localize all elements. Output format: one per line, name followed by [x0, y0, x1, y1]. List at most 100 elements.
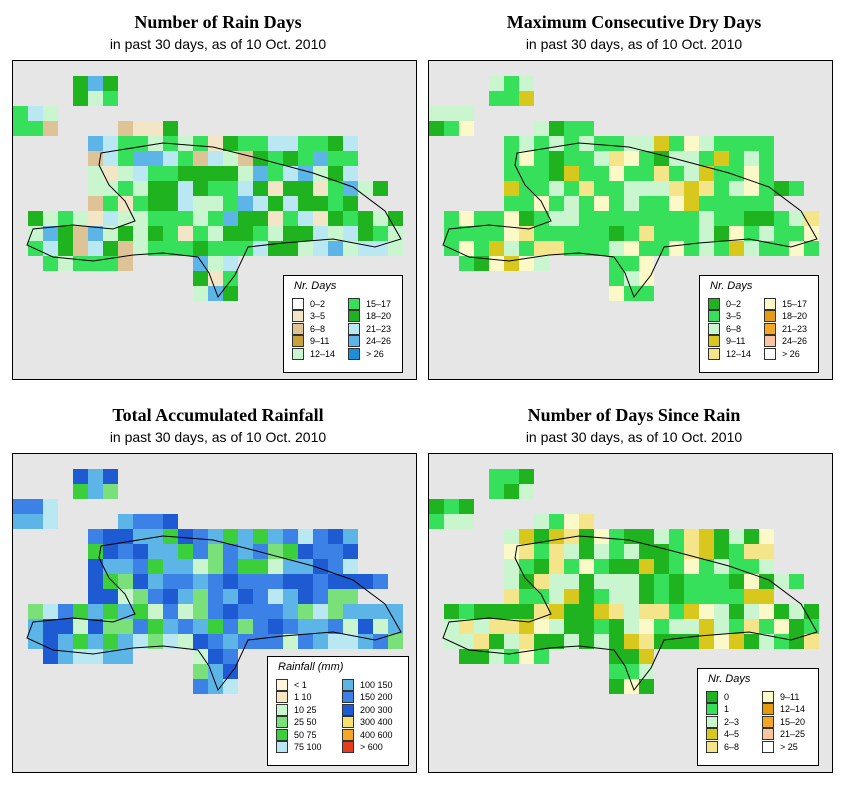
map-cell	[193, 271, 208, 286]
map-cell	[163, 211, 178, 226]
map-cell	[298, 226, 313, 241]
legend-title: Rainfall (mm)	[278, 661, 344, 673]
map-cell	[253, 196, 268, 211]
map-cell	[654, 559, 669, 574]
map-cell	[283, 226, 298, 241]
legend-label: 21–23	[366, 323, 392, 334]
map-cell	[118, 544, 133, 559]
legend-swatch	[764, 310, 776, 323]
map-cell	[313, 529, 328, 544]
map-cell	[148, 196, 163, 211]
map-cell	[594, 151, 609, 166]
map-cell	[639, 271, 654, 286]
map-cell	[699, 619, 714, 634]
legend-swatch	[762, 740, 774, 753]
map-cell	[133, 121, 148, 136]
map-cell	[684, 166, 699, 181]
map-cell	[88, 136, 103, 151]
legend-label: 24–26	[366, 336, 392, 347]
map-cell	[459, 499, 474, 514]
map-cell	[684, 529, 699, 544]
map-cell	[103, 241, 118, 256]
map-cell	[609, 619, 624, 634]
map-cell	[474, 604, 489, 619]
map-cell	[238, 619, 253, 634]
map-cell	[564, 151, 579, 166]
map-cell	[534, 649, 549, 664]
map-cell	[28, 604, 43, 619]
map-cell	[519, 76, 534, 91]
map-cell	[208, 226, 223, 241]
map-cell	[58, 649, 73, 664]
map-cell	[519, 196, 534, 211]
map-cell	[283, 211, 298, 226]
map-cell	[43, 211, 58, 226]
map-cell	[163, 619, 178, 634]
map-cell	[223, 286, 238, 301]
map-cell	[504, 634, 519, 649]
map-cell	[43, 256, 58, 271]
map-cell	[519, 544, 534, 559]
total-rainfall-grid	[13, 469, 403, 694]
map-cell	[594, 529, 609, 544]
map-cell	[654, 241, 669, 256]
map-cell	[744, 166, 759, 181]
map-cell	[118, 196, 133, 211]
map-cell	[328, 166, 343, 181]
map-cell	[388, 619, 403, 634]
map-cell	[373, 574, 388, 589]
map-cell	[669, 181, 684, 196]
map-cell	[714, 604, 729, 619]
map-cell	[534, 211, 549, 226]
map-cell	[223, 619, 238, 634]
map-cell	[88, 604, 103, 619]
map-cell	[504, 619, 519, 634]
map-cell	[88, 589, 103, 604]
map-cell	[238, 574, 253, 589]
legend-swatch	[292, 310, 304, 323]
map-cell	[283, 166, 298, 181]
map-cell	[699, 604, 714, 619]
map-cell	[444, 499, 459, 514]
map-cell	[283, 574, 298, 589]
map-cell	[504, 196, 519, 211]
map-cell	[714, 196, 729, 211]
map-cell	[624, 166, 639, 181]
map-cell	[388, 211, 403, 226]
map-cell	[564, 634, 579, 649]
map-cell	[684, 544, 699, 559]
map-cell	[88, 619, 103, 634]
map-cell	[519, 181, 534, 196]
map-cell	[639, 529, 654, 544]
map-cell	[579, 619, 594, 634]
map-cell	[133, 181, 148, 196]
map-cell	[253, 136, 268, 151]
legend-label: 1 10	[294, 692, 312, 703]
map-cell	[669, 211, 684, 226]
map-cell	[103, 649, 118, 664]
map-cell	[759, 589, 774, 604]
map-cell	[564, 619, 579, 634]
map-cell	[193, 286, 208, 301]
map-cell	[699, 136, 714, 151]
map-legend: Nr. Days 0–2 3–5 6–8 9–11 12–14 15–17 18–20 21–…	[699, 275, 819, 373]
map-cell	[103, 136, 118, 151]
map-cell	[609, 529, 624, 544]
map-cell	[504, 211, 519, 226]
map-cell	[654, 196, 669, 211]
map-cell	[654, 226, 669, 241]
map-cell	[684, 196, 699, 211]
map-cell	[223, 241, 238, 256]
map-cell	[489, 484, 504, 499]
map-cell	[624, 589, 639, 604]
map-cell	[343, 166, 358, 181]
map-cell	[103, 559, 118, 574]
map-cell	[519, 226, 534, 241]
map-cell	[223, 196, 238, 211]
map-cell	[208, 619, 223, 634]
map-cell	[253, 529, 268, 544]
map-cell	[594, 196, 609, 211]
map-cell	[564, 166, 579, 181]
map-cell	[519, 559, 534, 574]
map-cell	[789, 181, 804, 196]
